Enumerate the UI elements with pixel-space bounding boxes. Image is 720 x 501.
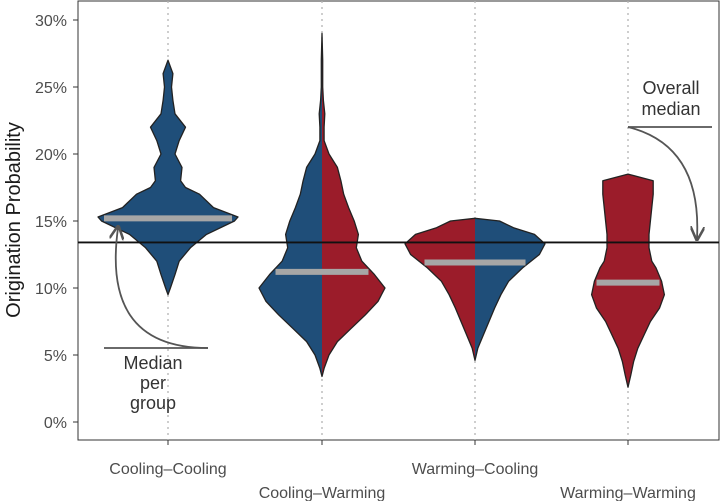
y-tick-label: 5% [44,348,67,365]
annotation-median-per-group-arrow [116,228,209,349]
violin-right-half [168,60,238,295]
violin-left-half [405,218,475,361]
y-tick-label: 0% [44,415,67,432]
violin-outline [97,59,239,296]
y-tick-label: 15% [35,214,67,231]
x-tick-label: Cooling–Cooling [109,461,226,478]
y-tick-label: 30% [35,13,67,30]
annotation-median-per-group-text: group [130,393,176,413]
violin-outline [590,173,666,388]
violin-right-half [475,218,545,361]
y-tick-label: 10% [35,281,67,298]
axes: 0% 5% 10% 15% 20% 25% 30% Cooling–Cooling Coolin… [35,13,696,501]
violin-left-half [98,60,168,295]
violin-outline [258,32,386,378]
annotation-overall-median-text: median [641,99,700,119]
annotation-overall-median-arrow [627,126,697,238]
x-tick-label: Cooling–Warming [259,485,386,501]
violin-outline [404,217,546,362]
annotation-median-per-group-text: per [140,373,166,393]
y-tick-label: 20% [35,147,67,164]
y-tick-label: 25% [35,80,67,97]
violin-left-half [259,33,322,377]
annotation-median-per-group-text: Median [123,353,182,373]
x-tick-label: Warming–Cooling [412,461,539,478]
annotation-overall-median-text: Overall [642,78,699,98]
x-tick-label: Warming–Warming [560,485,696,501]
y-axis-title: Origination Probability [3,122,25,318]
violin-right-half [322,33,385,377]
violins [78,32,719,388]
